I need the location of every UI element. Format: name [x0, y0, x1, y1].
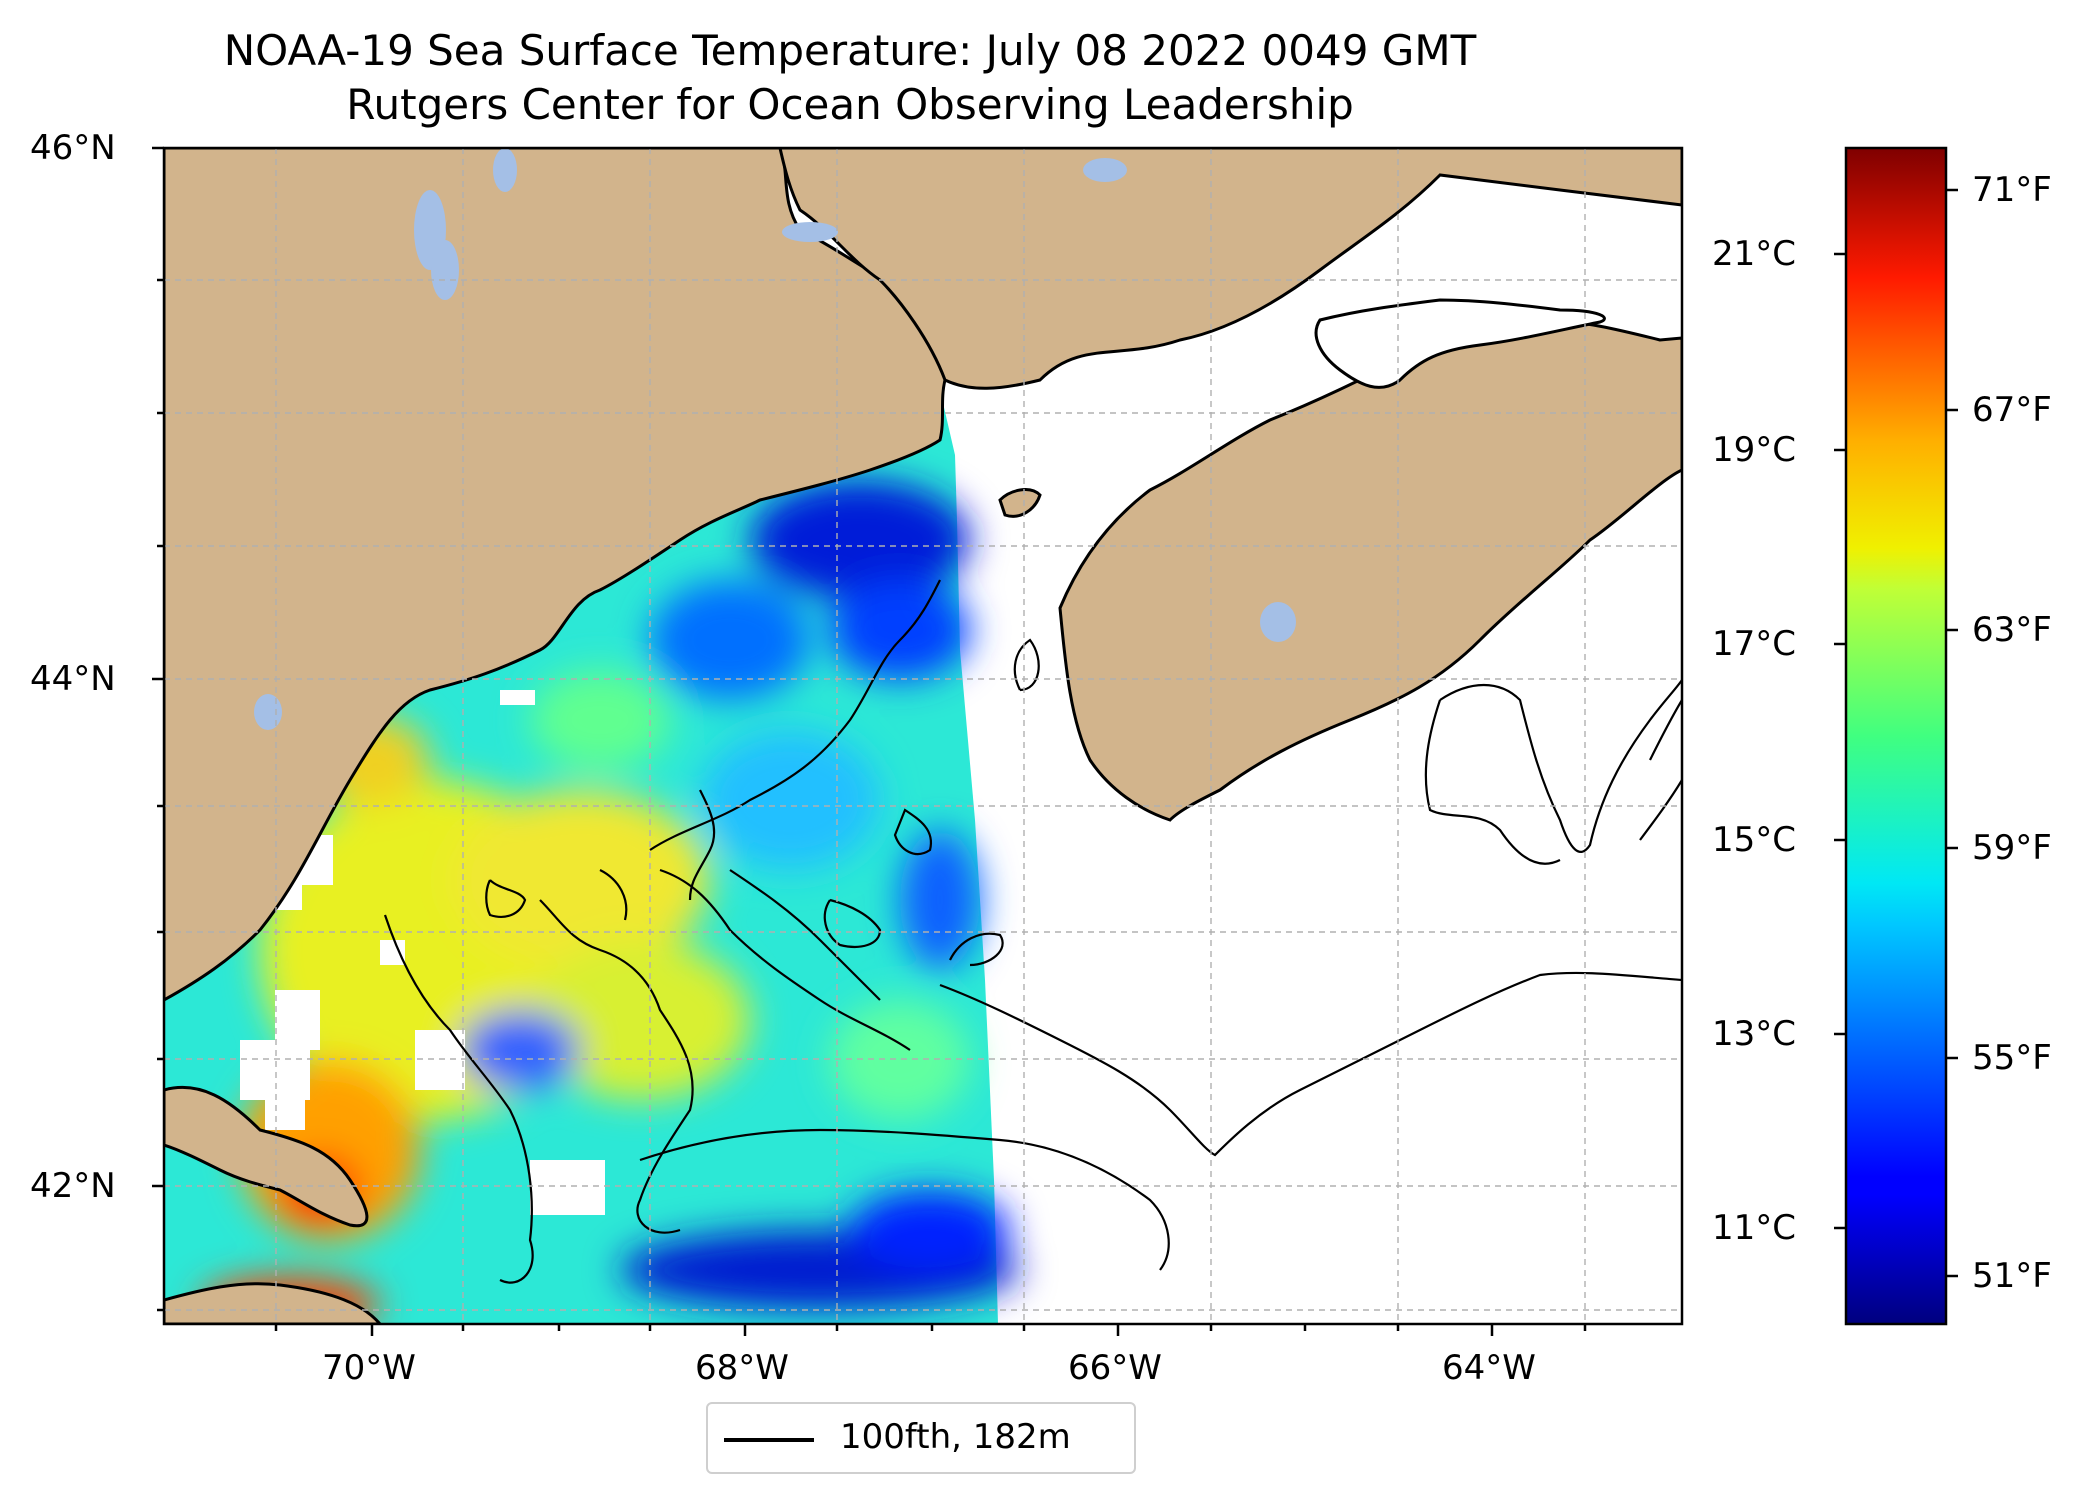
map-gridlines	[164, 148, 1682, 1324]
map-legend: 100fth, 182m	[706, 1402, 1136, 1474]
colorbar-fahrenheit-label: 71°F	[1972, 170, 2052, 210]
colorbar-fahrenheit-label: 51°F	[1972, 1256, 2052, 1296]
lat-tick-label: 42°N	[30, 1166, 116, 1206]
land	[164, 148, 1682, 1324]
colorbar-ticks	[1834, 188, 1958, 1278]
colorbar-celsius-label: 13°C	[1712, 1014, 1797, 1054]
lon-tick-label: 66°W	[1068, 1348, 1162, 1388]
legend-contour-line	[724, 1438, 814, 1442]
colorbar-fahrenheit-label: 63°F	[1972, 610, 2052, 650]
lakes	[254, 148, 1296, 730]
map-subtitle: Rutgers Center for Ocean Observing Leade…	[346, 80, 1354, 129]
colorbar-celsius-label: 11°C	[1712, 1208, 1797, 1248]
colorbar-celsius-label: 15°C	[1712, 820, 1797, 860]
lon-tick-label: 68°W	[695, 1348, 789, 1388]
lat-tick-label: 46°N	[30, 128, 116, 168]
lon-tick-label: 70°W	[322, 1348, 416, 1388]
sst-swath	[164, 390, 1020, 1324]
colorbar-fahrenheit-label: 55°F	[1972, 1038, 2052, 1078]
colorbar	[1844, 146, 1948, 1326]
lon-tick-label: 64°W	[1442, 1348, 1536, 1388]
land-cape-cod	[164, 1085, 369, 1228]
map-title: NOAA-19 Sea Surface Temperature: July 08…	[223, 26, 1477, 75]
land-long-island	[164, 1282, 382, 1324]
land-grand-manan	[998, 488, 1042, 518]
colorbar-fahrenheit-label: 67°F	[1972, 390, 2052, 430]
land-canada-north	[778, 148, 1682, 390]
map-frame	[162, 146, 1684, 1326]
contour-100fth	[383, 579, 1682, 1284]
colorbar-celsius-label: 21°C	[1712, 234, 1797, 274]
land-nova-scotia	[1058, 318, 1682, 822]
land-pei	[1314, 298, 1606, 389]
legend-contour-label: 100fth, 182m	[840, 1417, 1071, 1457]
colorbar-celsius-label: 19°C	[1712, 430, 1797, 470]
lat-tick-label: 44°N	[30, 659, 116, 699]
axis-ticks	[152, 146, 1587, 1336]
colorbar-celsius-label: 17°C	[1712, 624, 1797, 664]
colorbar-fahrenheit-label: 59°F	[1972, 828, 2052, 868]
